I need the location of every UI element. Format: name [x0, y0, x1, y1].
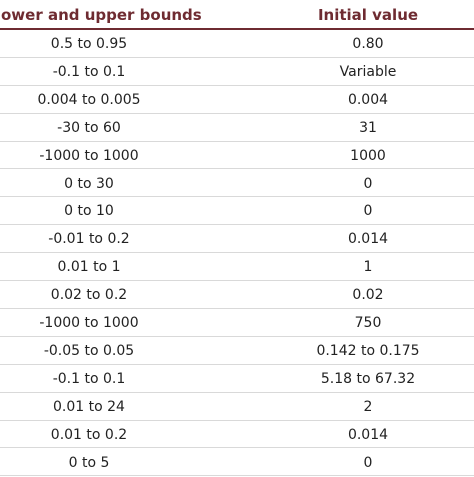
table-cell: 0.014: [347, 231, 389, 248]
table-cell: 0.004: [347, 91, 389, 108]
table-row: 0.01 to 1 1: [0, 253, 474, 282]
table-cell: 0.02: [352, 287, 384, 304]
table-row: -0.01 to 0.2 0.014: [0, 225, 474, 254]
table-cell: 0.014: [347, 426, 389, 443]
table-row: 0 to 30 0: [0, 170, 474, 198]
table-cell: 5.18 to 67.32: [320, 370, 416, 387]
table-row: -0.05 to 0.05 0.142 to 0.175: [0, 337, 474, 365]
table-cell: 0: [363, 175, 373, 192]
table-cell: 0.01 to 0.2: [50, 426, 128, 443]
table-cell: 0.02 to 0.2: [50, 287, 128, 304]
table-cell: 31: [359, 119, 377, 136]
table-cell: 0.142 to 0.175: [316, 342, 420, 359]
table-cell: 1: [363, 259, 373, 276]
table-cell: 0: [363, 203, 373, 220]
table-row: 0.004 to 0.005 0.004: [0, 86, 474, 114]
table-row: -30 to 60 31: [0, 114, 474, 142]
table-cell: 0.01 to 24: [53, 398, 125, 415]
header-cell: Initial value: [317, 6, 419, 24]
table-cell: -1000 to 1000: [39, 147, 139, 164]
table-row: 0.01 to 24 2: [0, 393, 474, 421]
table-cell: -0.01 to 0.2: [48, 231, 130, 248]
table-cell: 0.004 to 0.005: [37, 91, 141, 108]
table-cell: 2: [363, 398, 373, 415]
table-cell: -1000 to 1000: [39, 315, 139, 331]
table-cell: Variable: [339, 63, 397, 80]
table-cell: 0.5 to 0.95: [50, 36, 128, 52]
table-cell: -30 to 60: [57, 119, 121, 136]
table-row: -0.1 to 0.1 5.18 to 67.32: [0, 365, 474, 393]
table-cell: 1000: [350, 147, 386, 164]
table-header: ower and upper bounds Initial value: [0, 0, 474, 30]
table-cell: 0 to 5: [68, 454, 110, 471]
table-row: 0.01 to 0.2 0.014: [0, 421, 474, 449]
table-cell: 750: [354, 315, 382, 331]
table-row: -0.1 to 0.1 Variable: [0, 58, 474, 86]
table-row: 0 to 5 0: [0, 449, 474, 477]
table-cell: -0.1 to 0.1: [52, 63, 126, 80]
table-cell: 0: [363, 454, 373, 471]
table-row: 0.5 to 0.95 0.80: [0, 30, 474, 58]
table-row: 0.02 to 0.2 0.02: [0, 281, 474, 309]
table-cell: 0 to 10: [64, 203, 114, 220]
table-row: -1000 to 1000 1000: [0, 142, 474, 170]
header-cell: ower and upper bounds: [1, 6, 202, 24]
table-cell: -0.1 to 0.1: [52, 370, 126, 387]
table-cell: 0.80: [352, 36, 384, 52]
table-cell: 0.01 to 1: [57, 259, 121, 276]
table-row: 0 to 10 0: [0, 197, 474, 226]
table-row: -1000 to 1000 750: [0, 309, 474, 337]
table-cell: -0.05 to 0.05: [43, 342, 135, 359]
table-cell: 0 to 30: [64, 175, 114, 192]
